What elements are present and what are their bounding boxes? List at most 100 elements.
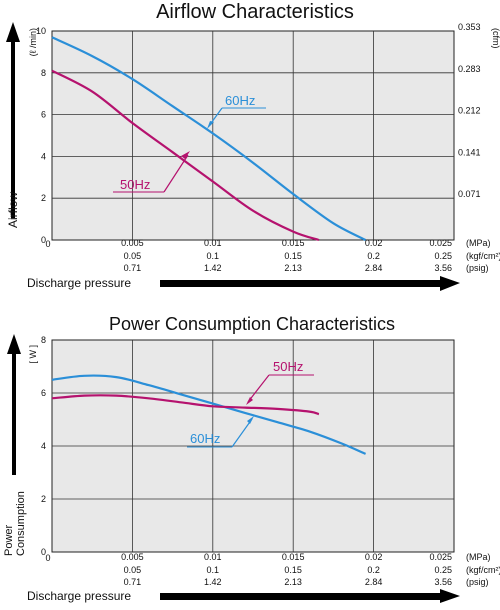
leader-50hz-arrow-icon (181, 151, 190, 159)
x-tick-label: 0.1 (207, 251, 220, 261)
x-tick-label: 3.56 (434, 263, 452, 273)
x-unit-label: (psig) (466, 263, 489, 273)
x-tick-label: 0.71 (124, 577, 142, 587)
x-unit-label: (MPa) (466, 552, 491, 562)
x-axis-label: Discharge pressure (27, 276, 131, 290)
y-tick-label: 2 (41, 193, 46, 203)
x-tick-label: 0.2 (367, 565, 380, 575)
y-tick-label: 8 (41, 68, 46, 78)
power-chart: Power Consumption Characteristics [ W ] … (3, 314, 500, 603)
x-tick-label: 0.25 (434, 251, 452, 261)
x-unit-label: (MPa) (466, 238, 491, 248)
leader-50hz (163, 154, 189, 193)
y-axis-label-line2: Consumption (15, 491, 27, 556)
x-tick-label: 0.005 (121, 238, 144, 248)
x-unit-label: (kgf/cm²) (466, 251, 500, 261)
x-tick-label: 0.02 (365, 552, 383, 562)
leader-50hz (247, 374, 270, 403)
y-unit-left: (ℓ /min) (28, 28, 38, 56)
x-tick-label: 0.25 (434, 565, 452, 575)
x-unit-label: (psig) (466, 577, 489, 587)
series-line-50hz (51, 69, 320, 242)
x-unit-label: (kgf/cm²) (466, 565, 500, 575)
y-tick-label: 10 (36, 26, 46, 36)
y-axis-label-group: Power Consumption (3, 334, 27, 556)
x-tick-label: 0.015 (282, 238, 305, 248)
x-tick-label: 0.05 (124, 251, 142, 261)
x-tick-label: 3.56 (434, 577, 452, 587)
series-lines (51, 374, 367, 455)
legend-60hz-label: 60Hz (190, 431, 220, 446)
x-tick-label: 0.025 (429, 238, 452, 248)
y-tick-label: 4 (41, 441, 46, 451)
leader-60hz-arrow-icon (247, 416, 254, 424)
y-tick-labels: 8 6 4 2 0 (41, 335, 46, 557)
gridlines (52, 31, 454, 240)
y-tick-label: 6 (41, 110, 46, 120)
x-tick-label: 2.84 (365, 577, 383, 587)
y-tick-label: 4 (41, 151, 46, 161)
x-tick-label: 0.01 (204, 238, 222, 248)
x-axis-arrow-icon (160, 276, 460, 291)
plot-area (51, 30, 455, 241)
y-right-tick-label: 0.283 (458, 64, 481, 74)
x-tick-label: 0.1 (207, 565, 220, 575)
x-tick-label: 0.15 (284, 251, 302, 261)
x-axis-arrow-icon (160, 589, 460, 603)
x-tick-labels: 0.005 0.01 0.015 0.02 0.025 (MPa) 0.05 0.1 0.15 0… (45, 238, 500, 273)
y-right-tick-label: 0.353 (458, 22, 481, 32)
legend-50hz: 50Hz (246, 359, 314, 405)
x-tick-label: 0.005 (121, 552, 144, 562)
legend-60hz: 60Hz (207, 93, 266, 129)
x-tick-label: 2.13 (284, 577, 302, 587)
series-line-60hz (51, 374, 367, 455)
x-tick-label: 0.2 (367, 251, 380, 261)
y-axis-label-line1: Power (3, 524, 15, 556)
airflow-chart: Airflow Characteristics (ℓ /min) (cfm) A… (6, 1, 500, 291)
legend-60hz-label: 60Hz (225, 93, 255, 108)
x-tick-label: 0.025 (429, 552, 452, 562)
x-tick-label: 1.42 (204, 577, 222, 587)
y-tick-label: 0 (41, 547, 46, 557)
y-axis-label-group: Airflow (6, 22, 20, 228)
series-line-60hz (51, 36, 367, 241)
y-tick-label: 8 (41, 335, 46, 345)
y-right-tick-label: 0.141 (458, 147, 481, 157)
y-right-tick-label: 0.071 (458, 189, 481, 199)
x-tick-label: 0.71 (124, 263, 142, 273)
x-tick-label: 2.13 (284, 263, 302, 273)
x-axis-label: Discharge pressure (27, 589, 131, 603)
y-tick-label: 2 (41, 494, 46, 504)
chart-title: Airflow Characteristics (156, 1, 354, 23)
legend-50hz: 50Hz (113, 151, 190, 193)
gridlines (52, 340, 454, 552)
x-tick-label: 2.84 (365, 263, 383, 273)
legend-50hz-label: 50Hz (120, 177, 150, 192)
x-tick-labels: 0.005 0.01 0.015 0.02 0.025 (MPa) 0.05 0.1 0.15 0… (45, 552, 500, 587)
y-unit-right: (cfm) (491, 28, 500, 49)
leader-60hz-arrow-icon (207, 121, 214, 129)
series-line-50hz (51, 394, 320, 416)
x-tick-label: 0 (45, 553, 50, 563)
y-right-tick-labels: 0.353 0.283 0.212 0.141 0.071 (458, 22, 481, 199)
x-tick-label: 0.02 (365, 238, 383, 248)
x-tick-label: 0.15 (284, 565, 302, 575)
legend-60hz: 60Hz (187, 416, 254, 448)
x-tick-label: 0.015 (282, 552, 305, 562)
x-tick-label: 0.01 (204, 552, 222, 562)
legend-50hz-label: 50Hz (273, 359, 303, 374)
x-tick-label: 0 (45, 239, 50, 249)
y-axis-arrowhead-icon (6, 22, 20, 42)
leader-50hz-arrow-icon (246, 397, 253, 405)
y-axis-arrowhead-icon (7, 334, 21, 354)
leader-60hz (231, 418, 253, 448)
x-axis-label-group: Discharge pressure (27, 276, 460, 291)
x-tick-label: 1.42 (204, 263, 222, 273)
y-tick-label: 6 (41, 388, 46, 398)
x-tick-label: 0.05 (124, 565, 142, 575)
y-axis-label: Airflow (6, 192, 20, 228)
y-tick-label: 0 (41, 235, 46, 245)
chart-title: Power Consumption Characteristics (109, 314, 395, 334)
y-tick-labels: 10 8 6 4 2 0 (36, 26, 46, 245)
